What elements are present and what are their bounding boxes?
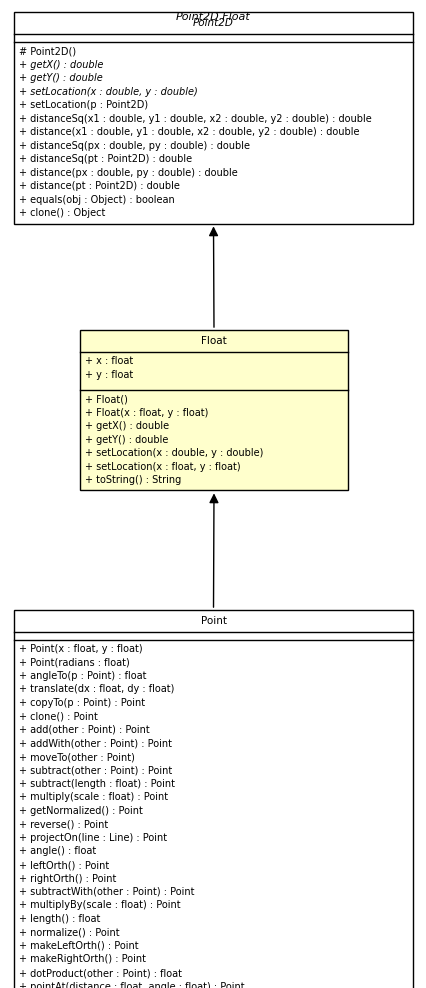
- Bar: [14, 610, 412, 988]
- Text: + translate(dx : float, dy : float): + translate(dx : float, dy : float): [19, 685, 174, 695]
- Text: + equals(obj : Object) : boolean: + equals(obj : Object) : boolean: [19, 195, 174, 205]
- Text: + setLocation(x : float, y : float): + setLocation(x : float, y : float): [85, 461, 240, 471]
- Text: Point: Point: [200, 616, 226, 626]
- Text: + getX() : double: + getX() : double: [85, 421, 169, 431]
- Bar: [14, 12, 412, 223]
- Text: + multiply(scale : float) : Point: + multiply(scale : float) : Point: [19, 792, 168, 802]
- Text: + Float(x : float, y : float): + Float(x : float, y : float): [85, 407, 208, 418]
- Text: + length() : float: + length() : float: [19, 914, 100, 924]
- Text: # Point2D(): # Point2D(): [19, 46, 76, 56]
- Text: + Point(radians : float): + Point(radians : float): [19, 657, 130, 668]
- Text: + pointAt(distance : float, angle : float) : Point: + pointAt(distance : float, angle : floa…: [19, 981, 244, 988]
- Text: + getX() : double: + getX() : double: [19, 59, 103, 69]
- Text: + subtractWith(other : Point) : Point: + subtractWith(other : Point) : Point: [19, 887, 194, 897]
- Text: + y : float: + y : float: [85, 370, 133, 379]
- Text: + multiplyBy(scale : float) : Point: + multiplyBy(scale : float) : Point: [19, 900, 180, 911]
- Text: + projectOn(line : Line) : Point: + projectOn(line : Line) : Point: [19, 833, 167, 843]
- Text: + clone() : Point: + clone() : Point: [19, 711, 98, 721]
- Text: + toString() : String: + toString() : String: [85, 475, 181, 485]
- Text: + getY() : double: + getY() : double: [19, 73, 103, 83]
- Text: + x : float: + x : float: [85, 356, 133, 366]
- Text: + distanceSq(pt : Point2D) : double: + distanceSq(pt : Point2D) : double: [19, 154, 192, 164]
- Text: + makeLeftOrth() : Point: + makeLeftOrth() : Point: [19, 941, 138, 951]
- Text: + distanceSq(px : double, py : double) : double: + distanceSq(px : double, py : double) :…: [19, 140, 249, 150]
- Text: + subtract(length : float) : Point: + subtract(length : float) : Point: [19, 779, 175, 789]
- Text: + makeRightOrth() : Point: + makeRightOrth() : Point: [19, 954, 146, 964]
- Text: + getNormalized() : Point: + getNormalized() : Point: [19, 806, 143, 816]
- Text: Point2D.Float: Point2D.Float: [175, 12, 250, 22]
- Bar: [80, 330, 347, 490]
- Text: + Point(x : float, y : float): + Point(x : float, y : float): [19, 644, 142, 654]
- Text: Float: Float: [201, 336, 226, 346]
- Text: Point2D: Point2D: [193, 18, 233, 28]
- Text: + angleTo(p : Point) : float: + angleTo(p : Point) : float: [19, 671, 146, 681]
- Text: + copyTo(p : Point) : Point: + copyTo(p : Point) : Point: [19, 698, 145, 708]
- Text: + reverse() : Point: + reverse() : Point: [19, 819, 108, 830]
- Text: + addWith(other : Point) : Point: + addWith(other : Point) : Point: [19, 738, 172, 749]
- Text: + rightOrth() : Point: + rightOrth() : Point: [19, 873, 116, 883]
- Text: + Float(): + Float(): [85, 394, 127, 404]
- Text: + clone() : Object: + clone() : Object: [19, 208, 105, 218]
- Text: + add(other : Point) : Point: + add(other : Point) : Point: [19, 725, 150, 735]
- Text: + distance(pt : Point2D) : double: + distance(pt : Point2D) : double: [19, 181, 179, 191]
- Text: + setLocation(p : Point2D): + setLocation(p : Point2D): [19, 100, 148, 110]
- Text: + distanceSq(x1 : double, y1 : double, x2 : double, y2 : double) : double: + distanceSq(x1 : double, y1 : double, x…: [19, 114, 371, 124]
- Text: + setLocation(x : double, y : double): + setLocation(x : double, y : double): [19, 87, 197, 97]
- Text: + moveTo(other : Point): + moveTo(other : Point): [19, 752, 135, 762]
- Text: + distance(px : double, py : double) : double: + distance(px : double, py : double) : d…: [19, 168, 237, 178]
- Text: + getY() : double: + getY() : double: [85, 435, 168, 445]
- Text: + distance(x1 : double, y1 : double, x2 : double, y2 : double) : double: + distance(x1 : double, y1 : double, x2 …: [19, 127, 359, 137]
- Text: + normalize() : Point: + normalize() : Point: [19, 928, 119, 938]
- Text: + angle() : float: + angle() : float: [19, 847, 96, 857]
- Text: + setLocation(x : double, y : double): + setLocation(x : double, y : double): [85, 448, 263, 458]
- Text: + subtract(other : Point) : Point: + subtract(other : Point) : Point: [19, 766, 172, 776]
- Text: + dotProduct(other : Point) : float: + dotProduct(other : Point) : float: [19, 968, 181, 978]
- Text: + leftOrth() : Point: + leftOrth() : Point: [19, 860, 109, 870]
